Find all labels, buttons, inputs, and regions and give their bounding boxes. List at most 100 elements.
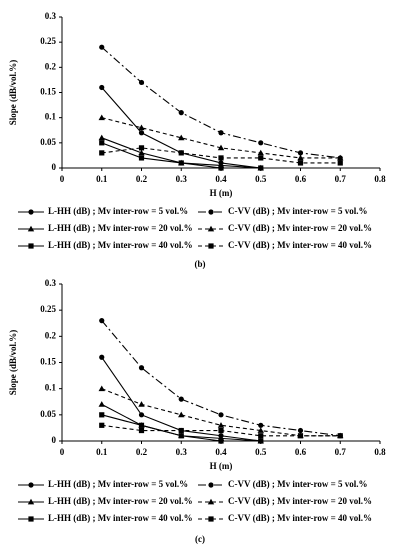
y-axis-title: Slope (dB/vol.%) (8, 330, 18, 396)
y-tick-label: 0.05 (40, 137, 56, 147)
marker (28, 482, 34, 488)
marker (28, 516, 34, 522)
marker (138, 79, 145, 86)
marker (27, 498, 35, 505)
y-tick-label: 0.25 (40, 304, 56, 314)
marker (208, 209, 214, 215)
x-tick-label: 0.1 (96, 174, 108, 184)
marker (178, 134, 185, 141)
legend-label: C-VV (dB) ; Mv inter-row = 5 vol.% (228, 206, 367, 216)
x-tick-label: 0.4 (215, 447, 227, 457)
marker (208, 516, 214, 522)
x-tick-label: 0.2 (136, 174, 148, 184)
x-tick-label: 0.2 (136, 447, 148, 457)
x-tick-label: 0.8 (374, 174, 386, 184)
marker (337, 154, 344, 161)
legend-label: L-HH (dB) ; Mv inter-row = 40 vol.% (48, 240, 193, 250)
marker (99, 140, 105, 146)
marker (98, 114, 105, 121)
marker (258, 433, 264, 439)
y-tick-label: 0 (52, 435, 57, 445)
x-axis-title: H (m) (210, 461, 233, 471)
x-tick-label: 0.4 (215, 174, 227, 184)
y-tick-label: 0.3 (45, 11, 57, 21)
y-tick-label: 0.1 (45, 112, 57, 122)
x-tick-label: 0.6 (295, 447, 307, 457)
marker (258, 155, 264, 161)
y-tick-label: 0.25 (40, 36, 56, 46)
x-axis-title: H (m) (210, 188, 233, 198)
y-tick-label: 0.15 (40, 357, 56, 367)
y-tick-label: 0.1 (45, 383, 57, 393)
y-tick-label: 0.05 (40, 409, 56, 419)
legend-label: L-HH (dB) ; Mv inter-row = 20 vol.% (48, 496, 193, 506)
legend-label: C-VV (dB) ; Mv inter-row = 20 vol.% (228, 223, 372, 233)
marker (218, 130, 224, 136)
marker (28, 209, 34, 215)
x-tick-label: 0.3 (176, 174, 188, 184)
marker (208, 243, 214, 249)
marker (138, 149, 145, 156)
marker (297, 427, 304, 434)
marker (178, 396, 184, 402)
caption: (b) (195, 259, 206, 269)
legend-label: L-HH (dB) ; Mv inter-row = 5 vol.% (48, 206, 188, 216)
legend-label: C-VV (dB) ; Mv inter-row = 40 vol.% (228, 240, 372, 250)
series-line (101, 87, 261, 169)
y-tick-label: 0.2 (45, 61, 57, 71)
marker (258, 165, 264, 171)
marker (258, 422, 264, 428)
x-tick-label: 0.1 (96, 447, 108, 457)
marker (138, 130, 145, 136)
series-line (101, 46, 341, 159)
marker (98, 401, 105, 407)
marker (98, 385, 105, 392)
marker (207, 498, 215, 505)
legend-label: C-VV (dB) ; Mv inter-row = 5 vol.% (228, 479, 367, 489)
marker (27, 225, 35, 232)
marker (337, 433, 343, 439)
marker (257, 427, 264, 433)
marker (178, 150, 184, 156)
marker (138, 422, 145, 428)
marker (28, 243, 34, 249)
marker (207, 225, 215, 232)
x-tick-label: 0 (60, 174, 65, 184)
marker (218, 427, 224, 434)
x-tick-label: 0.7 (335, 447, 347, 457)
legend-label: C-VV (dB) ; Mv inter-row = 40 vol.% (228, 513, 372, 523)
x-tick-label: 0.8 (374, 447, 386, 457)
x-tick-label: 0.7 (335, 174, 347, 184)
marker (99, 150, 105, 156)
marker (178, 110, 184, 116)
marker (258, 438, 264, 444)
x-tick-label: 0.3 (176, 447, 188, 457)
x-tick-label: 0.5 (255, 447, 267, 457)
legend-label: C-VV (dB) ; Mv inter-row = 20 vol.% (228, 496, 372, 506)
marker (98, 134, 105, 141)
marker (178, 160, 184, 166)
legend-label: L-HH (dB) ; Mv inter-row = 40 vol.% (48, 513, 193, 523)
series-line (101, 320, 341, 437)
marker (257, 149, 264, 156)
marker (297, 433, 304, 439)
x-tick-label: 0 (60, 447, 65, 457)
marker (99, 44, 105, 50)
marker (218, 155, 224, 161)
legend-label: L-HH (dB) ; Mv inter-row = 5 vol.% (48, 479, 188, 489)
marker (218, 412, 224, 418)
marker (217, 422, 225, 428)
marker (138, 124, 145, 131)
y-tick-label: 0 (52, 162, 57, 172)
y-axis-title: Slope (dB/vol.%) (8, 60, 18, 126)
marker (99, 354, 105, 360)
marker (99, 318, 105, 324)
marker (297, 150, 304, 156)
marker (99, 84, 105, 91)
marker (99, 412, 105, 418)
legend-label: L-HH (dB) ; Mv inter-row = 20 vol.% (48, 223, 193, 233)
marker (138, 145, 145, 151)
caption: (c) (195, 534, 205, 544)
marker (218, 438, 224, 444)
